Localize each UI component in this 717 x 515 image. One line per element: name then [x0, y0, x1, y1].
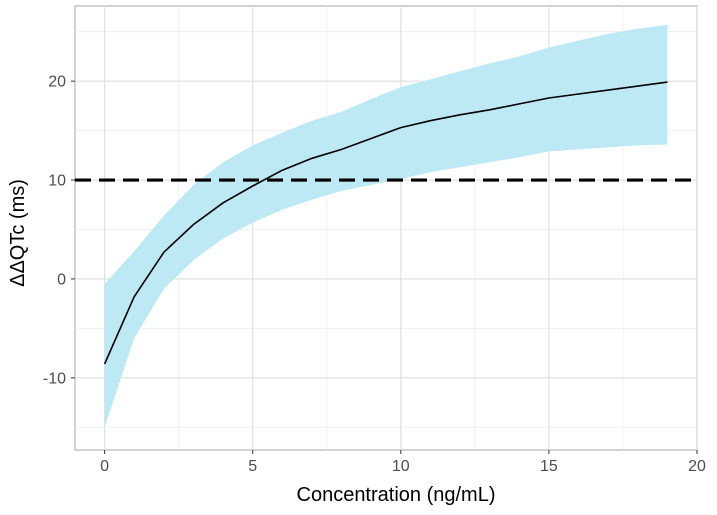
- grid-major: [75, 6, 698, 450]
- x-tick-label: 20: [688, 458, 706, 475]
- mean-line: [103, 81, 668, 365]
- y-axis-title: ΔΔQTc (ms): [7, 179, 29, 287]
- x-tick-label: 0: [100, 458, 109, 475]
- ci-band-layer: [104, 24, 668, 428]
- y-tick-label: 10: [48, 173, 66, 190]
- x-tick-label: 15: [540, 458, 558, 475]
- x-tick-label: 5: [248, 458, 257, 475]
- x-tick-label: 10: [392, 458, 410, 475]
- y-tick-label: 20: [48, 74, 66, 91]
- x-axis-title: Concentration (ng/mL): [297, 484, 496, 506]
- y-axis-ticks: -10 0 10 20: [43, 74, 75, 387]
- y-tick-label: -10: [43, 370, 66, 387]
- y-tick-label: 0: [57, 271, 66, 288]
- mean-line-layer: [103, 81, 668, 365]
- ci-band: [104, 24, 668, 428]
- x-axis-ticks: 0 5 10 15 20: [100, 450, 706, 475]
